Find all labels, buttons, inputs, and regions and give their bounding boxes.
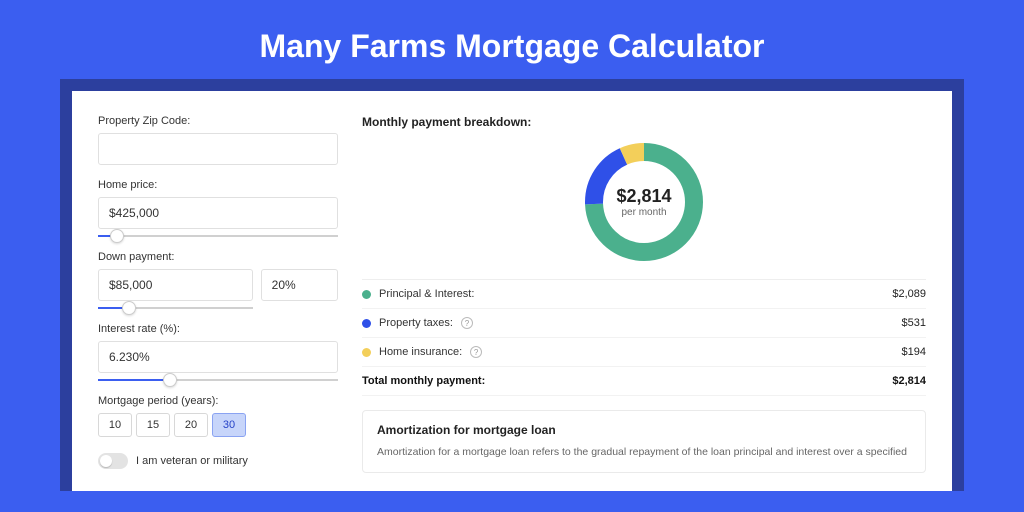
page-title: Many Farms Mortgage Calculator	[60, 28, 964, 65]
home-price-slider[interactable]	[98, 235, 338, 237]
veteran-toggle[interactable]	[98, 453, 128, 469]
zip-input[interactable]	[98, 133, 338, 165]
amortization-card: Amortization for mortgage loan Amortizat…	[362, 410, 926, 473]
total-label: Total monthly payment:	[362, 375, 485, 387]
period-buttons: 10152030	[98, 413, 338, 437]
breakdown-list: Principal & Interest: $2,089 Property taxe…	[362, 279, 926, 396]
legend-dot	[362, 319, 371, 328]
amortization-title: Amortization for mortgage loan	[377, 423, 911, 437]
period-btn-30[interactable]: 30	[212, 413, 246, 437]
down-payment-field-group: Down payment:	[98, 251, 338, 309]
legend-value: $531	[902, 317, 926, 329]
legend-value: $2,089	[892, 288, 926, 300]
help-icon[interactable]: ?	[461, 317, 473, 329]
payment-donut-chart: $2,814 per month	[581, 139, 707, 265]
down-payment-label: Down payment:	[98, 251, 338, 263]
legend-label: Property taxes:	[379, 317, 453, 329]
down-payment-pct-input[interactable]	[261, 269, 338, 301]
veteran-toggle-row: I am veteran or military	[98, 453, 338, 469]
down-payment-input[interactable]	[98, 269, 253, 301]
period-btn-15[interactable]: 15	[136, 413, 170, 437]
interest-rate-slider[interactable]	[98, 379, 338, 381]
period-label: Mortgage period (years):	[98, 395, 338, 407]
help-icon[interactable]: ?	[470, 346, 482, 358]
home-price-field-group: Home price:	[98, 179, 338, 237]
interest-rate-field-group: Interest rate (%):	[98, 323, 338, 381]
legend-dot	[362, 348, 371, 357]
period-field-group: Mortgage period (years): 10152030	[98, 395, 338, 437]
home-price-label: Home price:	[98, 179, 338, 191]
veteran-toggle-label: I am veteran or military	[136, 455, 248, 467]
period-btn-10[interactable]: 10	[98, 413, 132, 437]
breakdown-column: Monthly payment breakdown: $2,814 per mo…	[362, 115, 926, 491]
down-payment-slider[interactable]	[98, 307, 253, 309]
legend-row: Property taxes:? $531	[362, 309, 926, 338]
amortization-body: Amortization for a mortgage loan refers …	[377, 445, 911, 460]
total-row: Total monthly payment: $2,814	[362, 367, 926, 396]
period-btn-20[interactable]: 20	[174, 413, 208, 437]
total-value: $2,814	[892, 375, 926, 387]
breakdown-title: Monthly payment breakdown:	[362, 115, 926, 129]
zip-field-group: Property Zip Code:	[98, 115, 338, 165]
legend-row: Principal & Interest: $2,089	[362, 280, 926, 309]
donut-wrap: $2,814 per month	[362, 139, 926, 265]
legend-label: Principal & Interest:	[379, 288, 474, 300]
panel-outer: Property Zip Code: Home price: Down paym…	[60, 79, 964, 491]
form-column: Property Zip Code: Home price: Down paym…	[98, 115, 338, 491]
interest-rate-input[interactable]	[98, 341, 338, 373]
legend-label: Home insurance:	[379, 346, 462, 358]
zip-label: Property Zip Code:	[98, 115, 338, 127]
home-price-input[interactable]	[98, 197, 338, 229]
legend-row: Home insurance:? $194	[362, 338, 926, 367]
donut-sub: per month	[621, 207, 666, 218]
donut-value: $2,814	[616, 186, 671, 207]
interest-rate-label: Interest rate (%):	[98, 323, 338, 335]
legend-dot	[362, 290, 371, 299]
calculator-panel: Property Zip Code: Home price: Down paym…	[72, 91, 952, 491]
legend-value: $194	[902, 346, 926, 358]
